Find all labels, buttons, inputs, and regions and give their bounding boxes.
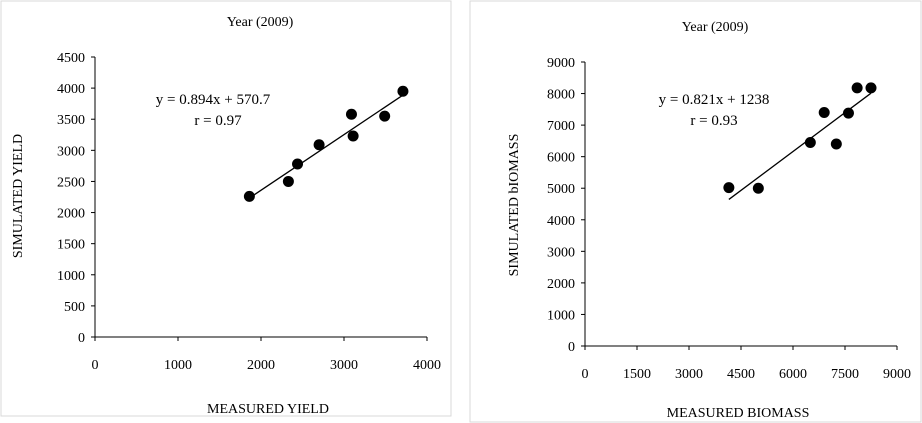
data-marks-yield bbox=[243, 85, 409, 202]
y-tick-label: 3500 bbox=[57, 113, 85, 128]
trendline bbox=[248, 94, 405, 200]
y-tick-label: 2500 bbox=[57, 175, 85, 190]
biomass-chart: Year (2009) MEASURED BIOMASS SIMULATED b… bbox=[469, 0, 922, 423]
x-tick-label: 2000 bbox=[247, 358, 275, 373]
x-tick-label: 4500 bbox=[727, 367, 755, 382]
data-point bbox=[243, 190, 255, 202]
data-point bbox=[830, 138, 842, 150]
y-tick-label: 4000 bbox=[547, 214, 575, 229]
data-marks-biomass bbox=[723, 82, 877, 200]
x-axis-label-biomass: MEASURED BIOMASS bbox=[667, 406, 810, 421]
tick-labels-biomass: 0 1000 2000 3000 4000 5000 6000 7000 8000 9000 0 15… bbox=[547, 56, 911, 382]
y-axis-label-biomass: SIMULATED bIOMASS bbox=[507, 134, 522, 277]
x-tick-label: 0 bbox=[582, 367, 589, 382]
y-tick-label: 6000 bbox=[547, 151, 575, 166]
y-tick-label: 1500 bbox=[57, 238, 85, 253]
yield-chart: Year (2009) MEASURED YIELD SIMULATED YIE… bbox=[0, 0, 452, 417]
data-point bbox=[313, 139, 325, 151]
regression-equation-yield: y = 0.894x + 570.7 bbox=[156, 92, 271, 108]
x-tick-label: 7500 bbox=[831, 367, 859, 382]
x-tick-label: 9000 bbox=[883, 367, 911, 382]
data-point bbox=[752, 182, 764, 194]
tick-labels-yield: 0 500 1000 1500 2000 2500 3000 3500 4000 4500 0 100… bbox=[57, 51, 441, 373]
data-point bbox=[347, 130, 359, 142]
y-tick-label: 2000 bbox=[547, 277, 575, 292]
y-tick-label: 4000 bbox=[57, 82, 85, 97]
y-tick-label: 4500 bbox=[57, 51, 85, 66]
y-tick-label: 1000 bbox=[547, 308, 575, 323]
x-tick-label: 4000 bbox=[413, 358, 441, 373]
data-point bbox=[292, 158, 304, 170]
x-tick-label: 1000 bbox=[164, 358, 192, 373]
y-tick-label: 8000 bbox=[547, 88, 575, 103]
chart-frame-yield bbox=[0, 0, 452, 417]
x-axis-label-yield: MEASURED YIELD bbox=[207, 402, 329, 417]
chart-title-yield: Year (2009) bbox=[227, 15, 294, 30]
x-tick-label: 1500 bbox=[623, 367, 651, 382]
correlation-label-yield: r = 0.97 bbox=[194, 113, 242, 129]
y-tick-label: 2000 bbox=[57, 207, 85, 222]
data-point bbox=[379, 110, 391, 122]
y-tick-label: 3000 bbox=[57, 144, 85, 159]
y-axis-label-yield: SIMULATED YIELD bbox=[11, 134, 26, 258]
data-point bbox=[345, 108, 357, 120]
correlation-label-biomass: r = 0.93 bbox=[690, 113, 737, 129]
data-point bbox=[397, 85, 409, 97]
chart-title-biomass: Year (2009) bbox=[682, 20, 749, 35]
y-tick-label: 5000 bbox=[547, 182, 575, 197]
y-tick-label: 0 bbox=[78, 331, 85, 346]
data-point bbox=[842, 107, 854, 119]
x-tick-label: 0 bbox=[92, 358, 99, 373]
data-point bbox=[818, 106, 830, 118]
y-tick-label: 0 bbox=[568, 340, 575, 355]
x-tick-label: 3000 bbox=[675, 367, 703, 382]
data-point bbox=[723, 182, 735, 194]
data-point bbox=[282, 175, 294, 187]
y-tick-label: 3000 bbox=[547, 245, 575, 260]
data-point bbox=[804, 136, 816, 148]
x-tick-label: 6000 bbox=[779, 367, 807, 382]
data-point bbox=[851, 82, 863, 94]
x-tick-label: 3000 bbox=[330, 358, 358, 373]
y-tick-label: 9000 bbox=[547, 56, 575, 71]
regression-equation-biomass: y = 0.821x + 1238 bbox=[659, 92, 770, 108]
y-tick-label: 1000 bbox=[57, 269, 85, 284]
data-point bbox=[865, 82, 877, 94]
y-tick-label: 500 bbox=[64, 300, 85, 315]
y-tick-label: 7000 bbox=[547, 119, 575, 134]
chart-frame-biomass bbox=[469, 0, 922, 423]
